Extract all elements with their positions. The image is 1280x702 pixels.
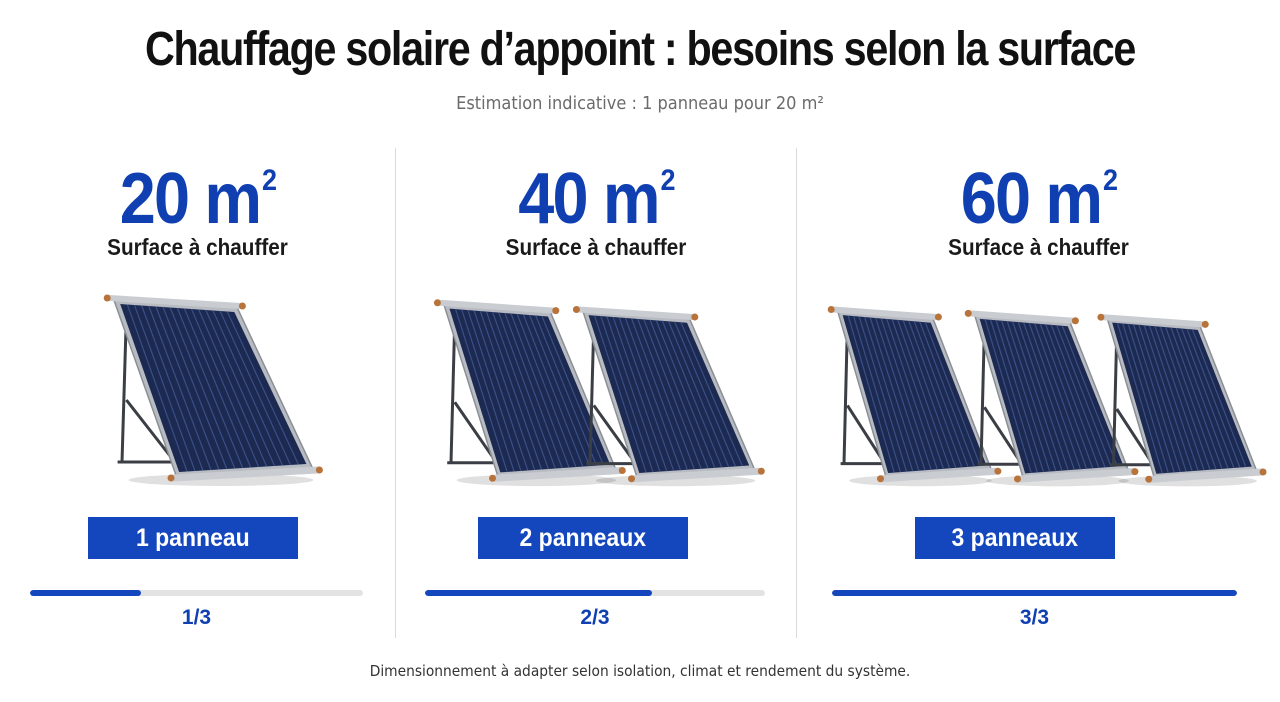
column-20m2: 20 m2 Surface à chauffer 1 panneau 1/3 <box>0 150 395 640</box>
panel-count-badge: 2 panneaux <box>478 517 688 559</box>
panel-count-badge: 3 panneaux <box>915 517 1115 559</box>
progress-ratio: 1/3 <box>181 606 212 629</box>
progress-bar <box>30 590 363 596</box>
page-subtitle: Estimation indicative : 1 panneau pour 2… <box>456 93 824 114</box>
area-value: 20 m2 <box>119 159 277 239</box>
solar-panel-icon <box>964 309 1139 487</box>
column-divider <box>796 148 797 638</box>
panel-count-badge: 1 panneau <box>88 517 298 559</box>
progress-fill <box>832 590 1237 596</box>
panel-group <box>0 280 395 500</box>
area-label: Surface à chauffer <box>107 234 288 260</box>
progress-ratio: 3/3 <box>1019 606 1050 629</box>
column-divider <box>395 148 396 638</box>
progress-bar <box>832 590 1237 596</box>
area-label: Surface à chauffer <box>948 234 1129 260</box>
column-60m2: 60 m2 Surface à chauffer 3 panneaux 3/3 <box>797 150 1280 640</box>
area-label: Surface à chauffer <box>505 234 687 260</box>
progress-bar <box>425 590 765 596</box>
solar-panel-icon <box>433 299 626 487</box>
area-value: 60 m2 <box>960 159 1118 239</box>
panel-group <box>396 280 796 500</box>
column-40m2: 40 m2 Surface à chauffer 2 panneaux 2/3 <box>396 150 796 640</box>
solar-panel-icon <box>103 294 323 486</box>
page-title: Chauffage solaire d’appoint : besoins se… <box>144 23 1136 76</box>
panel-group <box>797 280 1280 500</box>
footnote: Dimensionnement à adapter selon isolatio… <box>369 662 911 680</box>
progress-fill <box>30 590 141 596</box>
progress-ratio: 2/3 <box>580 606 610 629</box>
solar-panel-icon <box>827 306 1002 487</box>
solar-panel-icon <box>572 306 765 487</box>
solar-panel-icon <box>1097 313 1267 487</box>
area-value: 40 m2 <box>518 159 675 239</box>
progress-fill <box>425 590 652 596</box>
